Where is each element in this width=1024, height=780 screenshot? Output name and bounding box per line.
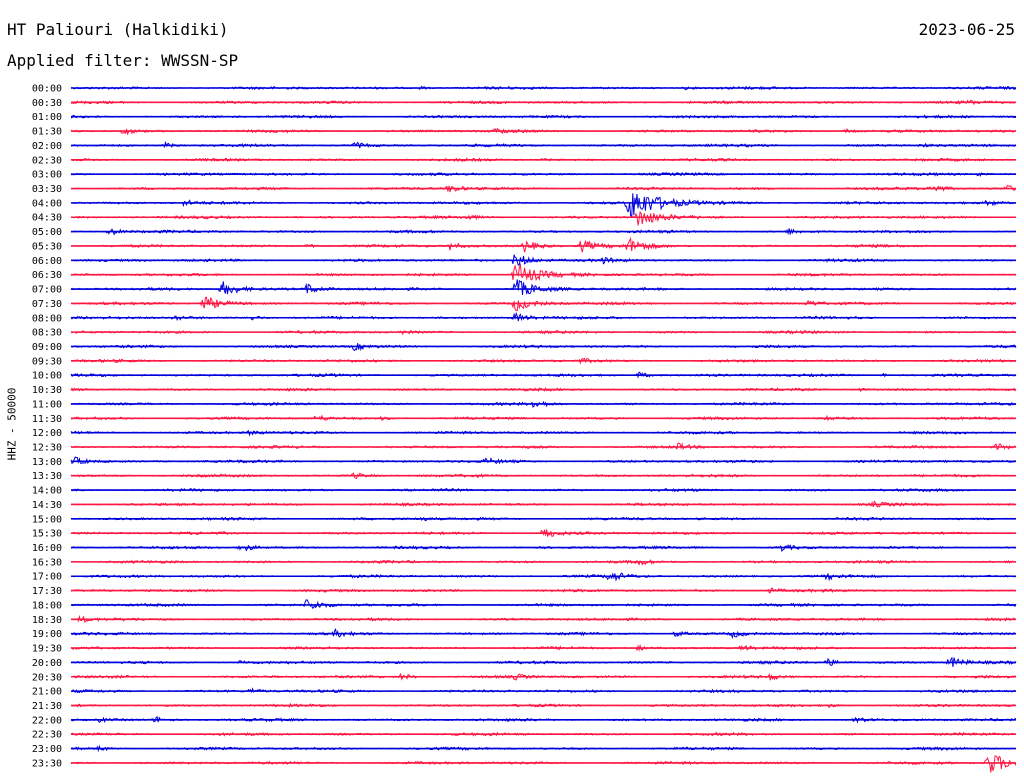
time-tick-label: 19:30	[32, 644, 62, 655]
trace-line	[70, 599, 1017, 609]
time-tick-label: 12:30	[32, 443, 62, 454]
time-tick-label: 21:00	[32, 687, 62, 698]
time-tick-label: 06:30	[32, 270, 62, 281]
time-tick-label: 00:00	[32, 84, 62, 95]
trace-line	[70, 755, 1017, 773]
time-tick-label: 14:30	[32, 500, 62, 511]
time-tick-label: 06:00	[32, 256, 62, 267]
time-tick-label: 23:30	[32, 758, 62, 769]
trace-line	[70, 210, 1017, 226]
time-tick-label: 03:30	[32, 184, 62, 195]
time-tick-label: 19:00	[32, 629, 62, 640]
time-tick-label: 16:00	[32, 543, 62, 554]
time-tick-label: 21:30	[32, 701, 62, 712]
time-tick-label: 20:00	[32, 658, 62, 669]
time-tick-label: 15:30	[32, 529, 62, 540]
time-tick-label: 14:00	[32, 486, 62, 497]
time-tick-label: 04:00	[32, 198, 62, 209]
time-tick-label: 05:30	[32, 241, 62, 252]
time-tick-label: 07:30	[32, 299, 62, 310]
time-tick-label: 23:00	[32, 744, 62, 755]
station-title: HT Paliouri (Halkidiki)	[7, 20, 229, 39]
time-tick-label: 11:30	[32, 414, 62, 425]
time-tick-label: 16:30	[32, 557, 62, 568]
time-tick-label: 01:30	[32, 127, 62, 138]
time-tick-label: 02:30	[32, 155, 62, 166]
trace-line	[70, 262, 1017, 282]
time-tick-label: 08:30	[32, 328, 62, 339]
time-tick-label: 15:00	[32, 514, 62, 525]
time-tick-label: 11:00	[32, 399, 62, 410]
trace-line	[70, 456, 1017, 465]
time-tick-label: 10:00	[32, 371, 62, 382]
time-tick-label: 10:30	[32, 385, 62, 396]
time-tick-label: 17:30	[32, 586, 62, 597]
time-tick-label: 00:30	[32, 98, 62, 109]
time-tick-label: 07:00	[32, 285, 62, 296]
time-tick-label: 12:00	[32, 428, 62, 439]
trace-line	[70, 193, 1017, 219]
time-tick-label: 18:30	[32, 615, 62, 626]
time-tick-label: 17:00	[32, 572, 62, 583]
time-tick-label: 22:00	[32, 715, 62, 726]
time-tick-label: 09:00	[32, 342, 62, 353]
time-tick-label: 13:30	[32, 471, 62, 482]
filter-label: Applied filter: WWSSN-SP	[7, 51, 239, 70]
time-tick-label: 05:00	[32, 227, 62, 238]
time-tick-label: 01:00	[32, 112, 62, 123]
time-tick-label: 09:30	[32, 356, 62, 367]
time-tick-label: 08:00	[32, 313, 62, 324]
time-tick-label: 03:00	[32, 170, 62, 181]
time-tick-label: 18:00	[32, 600, 62, 611]
time-tick-label: 22:30	[32, 730, 62, 741]
time-tick-label: 04:30	[32, 213, 62, 224]
time-tick-label: 13:00	[32, 457, 62, 468]
date-label: 2023-06-25	[918, 20, 1015, 39]
time-tick-label: 02:00	[32, 141, 62, 152]
trace-line	[70, 279, 1017, 296]
time-tick-label: 20:30	[32, 672, 62, 683]
